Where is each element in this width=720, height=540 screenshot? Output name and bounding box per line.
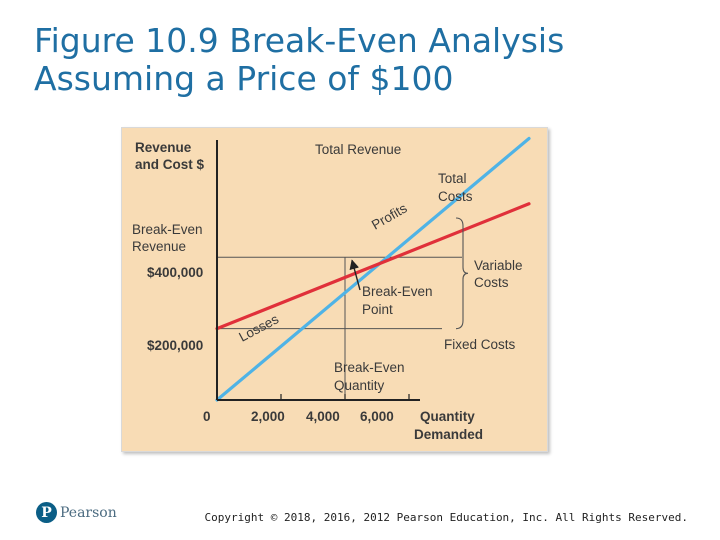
copyright-notice: Copyright © 2018, 2016, 2012 Pearson Edu… [204,511,688,524]
pearson-logo: P Pearson [36,502,117,523]
x-tick-marks [280,394,410,400]
total-revenue-line [215,136,531,402]
total-costs-line [215,202,531,331]
break-even-quantity-label-line-1: Break-Even [334,360,405,375]
break-even-revenue-label-line-2: Revenue [132,239,186,254]
variable-costs-label-line-2: Costs [474,275,509,290]
losses-label: Losses [236,311,281,344]
pearson-logo-mark: P [36,502,57,523]
x-axis-title-line-1: Quantity [420,409,475,424]
break-even-revenue-label-line-1: Break-Even [132,222,203,237]
x-tick-label-6000: 6,000 [360,409,394,424]
x-tick-label-2000: 2,000 [251,409,285,424]
slide-title-line-1: Figure 10.9 Break-Even Analysis [34,21,565,60]
x-tick-label-4000: 4,000 [306,409,340,424]
variable-costs-label-line-1: Variable [474,258,523,273]
pearson-logo-text: Pearson [60,504,117,521]
slide-title: Figure 10.9 Break-Even Analysis Assuming… [34,22,674,98]
total-revenue-label: Total Revenue [315,142,401,157]
break-even-chart-svg: Revenue and Cost $ Quantity Demanded $40… [132,136,531,442]
y-axis-title-line-2: and Cost $ [135,157,205,172]
break-even-quantity-label-line-2: Quantity [334,378,385,393]
break-even-point-arrow [349,259,361,291]
slide-title-line-2: Assuming a Price of $100 [34,59,454,98]
total-costs-label-line-2: Costs [438,189,473,204]
break-even-point-label-line-1: Break-Even [362,284,433,299]
break-even-chart: Revenue and Cost $ Quantity Demanded $40… [121,127,548,452]
x-tick-label-0: 0 [203,409,211,424]
variable-costs-brace [455,217,469,330]
fixed-costs-label: Fixed Costs [444,337,516,352]
y-tick-label-200000: $200,000 [147,338,203,353]
y-tick-label-400000: $400,000 [147,265,203,280]
x-axis-title-line-2: Demanded [414,427,483,442]
y-axis-title-line-1: Revenue [135,140,192,155]
total-costs-label-line-1: Total [438,171,467,186]
break-even-point-label-line-2: Point [362,302,393,317]
profits-label: Profits [369,200,410,232]
